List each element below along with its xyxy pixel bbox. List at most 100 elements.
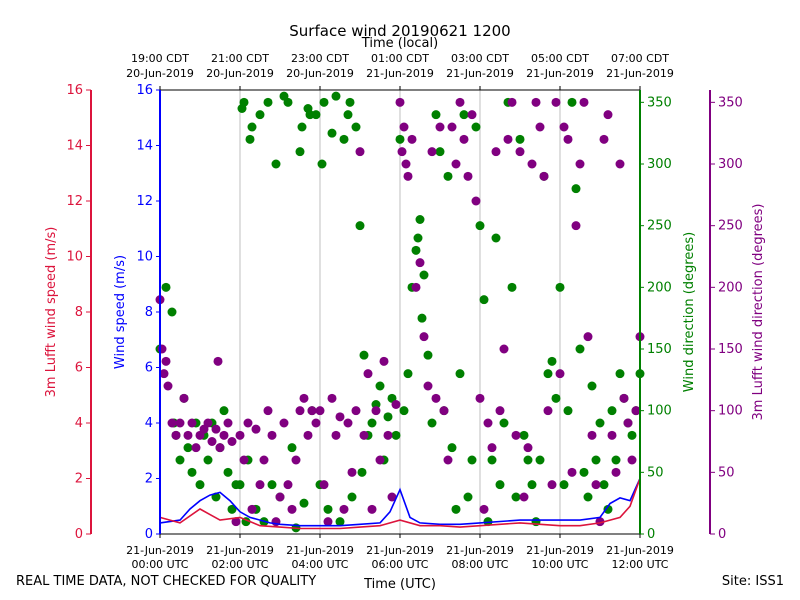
data-point-direction	[247, 122, 257, 132]
x-tick-label-top-date: 20-Jun-2019	[126, 67, 194, 80]
data-point-direction	[591, 455, 601, 465]
data-point-lufft_direction	[587, 430, 597, 440]
data-point-direction	[351, 122, 361, 132]
x-tick-label-top-time: 23:00 CDT	[291, 52, 349, 65]
x-tick-label-bottom-date: 21-Jun-2019	[526, 544, 594, 557]
data-point-lufft_direction	[615, 159, 625, 169]
data-point-direction	[345, 97, 355, 107]
site-label: Site: ISS1	[721, 574, 784, 589]
x-tick-label-bottom-time: 02:00 UTC	[211, 558, 268, 571]
axis-label-lufft-direction: 3m Lufft wind direction (degrees)	[751, 204, 766, 421]
data-point-lufft_direction	[227, 437, 237, 446]
data-point-lufft_direction	[371, 406, 381, 416]
data-point-direction	[451, 504, 461, 514]
data-point-lufft_direction	[611, 467, 621, 477]
x-tick-label-bottom-time: 00:00 UTC	[131, 558, 188, 571]
x-tick-label-bottom-time: 08:00 UTC	[451, 558, 508, 571]
data-point-direction	[327, 128, 337, 138]
data-point-direction	[395, 134, 405, 144]
data-point-lufft_direction	[515, 147, 525, 157]
data-point-direction	[263, 97, 273, 107]
data-point-lufft_direction	[439, 406, 449, 416]
data-point-direction	[463, 492, 473, 502]
data-point-lufft_direction	[251, 424, 261, 434]
x-tick-label-bottom-time: 06:00 UTC	[371, 558, 428, 571]
data-point-direction	[607, 406, 617, 416]
data-point-direction	[447, 443, 457, 453]
data-point-lufft_direction	[351, 406, 361, 416]
tick-label-direction: 150	[647, 342, 672, 357]
x-tick-label-bottom-date: 21-Jun-2019	[366, 544, 434, 557]
data-point-lufft_direction	[599, 134, 609, 144]
axis-lufft-speed: 0 2 4 6 8 10 12 14 16 3m Lufft wind speed (m/s)	[44, 83, 92, 542]
data-point-direction	[563, 406, 573, 416]
x-axis-label-top: Time (local)	[361, 36, 438, 51]
data-point-direction	[391, 430, 401, 440]
data-point-lufft_direction	[467, 110, 477, 120]
data-point-direction	[339, 134, 349, 144]
data-point-lufft_direction	[161, 356, 171, 366]
x-tick-label-top-date: 21-Jun-2019	[526, 67, 594, 80]
x-tick-label-top-date: 20-Jun-2019	[286, 67, 354, 80]
data-point-direction	[417, 313, 427, 323]
data-point-direction	[627, 430, 637, 440]
data-point-direction	[571, 184, 581, 194]
chart-title: Surface wind 20190621 1200	[289, 22, 511, 40]
x-tick-label-bottom-time: 04:00 UTC	[291, 558, 348, 571]
data-point-direction	[323, 504, 333, 514]
data-point-lufft_direction	[531, 97, 541, 107]
data-point-lufft_direction	[479, 504, 489, 514]
data-point-lufft_direction	[423, 381, 433, 391]
axis-label-lufft-speed: 3m Lufft wind speed (m/s)	[44, 227, 59, 398]
data-point-direction	[355, 221, 365, 231]
data-point-lufft_direction	[259, 455, 269, 465]
x-tick-label-top-date: 21-Jun-2019	[446, 67, 514, 80]
data-point-lufft_direction	[459, 134, 469, 144]
tick-label-direction: 200	[647, 280, 672, 295]
data-point-lufft_direction	[383, 430, 393, 440]
data-point-direction	[495, 480, 505, 490]
data-point-lufft_direction	[207, 437, 217, 446]
data-point-lufft_direction	[591, 480, 601, 490]
data-point-direction	[419, 270, 429, 280]
data-point-direction	[507, 282, 517, 292]
tick-label-lufft-speed: 14	[66, 139, 83, 154]
data-point-lufft_direction	[567, 467, 577, 477]
tick-label-speed: 4	[145, 416, 153, 431]
series-speed-line	[159, 478, 641, 527]
data-point-lufft_direction	[379, 356, 389, 366]
data-point-lufft_direction	[263, 406, 273, 416]
data-point-lufft_direction	[539, 171, 549, 181]
tick-label-speed: 16	[136, 83, 153, 98]
data-point-direction	[235, 480, 245, 490]
data-point-lufft_direction	[295, 406, 305, 416]
x-axis-label-bottom: Time (UTC)	[363, 577, 436, 592]
tick-label-speed: 12	[136, 194, 153, 209]
data-point-direction	[311, 110, 321, 120]
data-point-direction	[543, 369, 553, 379]
data-point-direction	[535, 455, 545, 465]
data-point-lufft_direction	[631, 406, 641, 416]
data-point-lufft_direction	[507, 97, 517, 107]
data-point-lufft_direction	[395, 97, 405, 107]
data-point-direction	[567, 97, 577, 107]
data-point-direction	[271, 159, 281, 169]
data-point-direction	[411, 245, 421, 255]
data-point-direction	[399, 406, 409, 416]
data-point-direction	[343, 110, 353, 120]
data-point-lufft_direction	[523, 443, 533, 453]
data-point-lufft_direction	[359, 430, 369, 440]
data-point-lufft_direction	[407, 134, 417, 144]
x-axis-top: 19:00 CDT 20-Jun-2019 21:00 CDT 20-Jun-2019…	[126, 36, 674, 90]
series-lufft_speed-line	[159, 478, 641, 530]
x-tick-label-top-time: 01:00 CDT	[371, 52, 429, 65]
x-tick-label-top-time: 03:00 CDT	[451, 52, 509, 65]
data-point-lufft_direction	[527, 159, 537, 169]
data-point-lufft_direction	[603, 110, 613, 120]
data-point-lufft_direction	[163, 381, 173, 391]
data-point-direction	[359, 350, 369, 360]
data-point-direction	[499, 418, 509, 428]
data-point-lufft_direction	[619, 393, 629, 403]
data-point-direction	[239, 97, 249, 107]
